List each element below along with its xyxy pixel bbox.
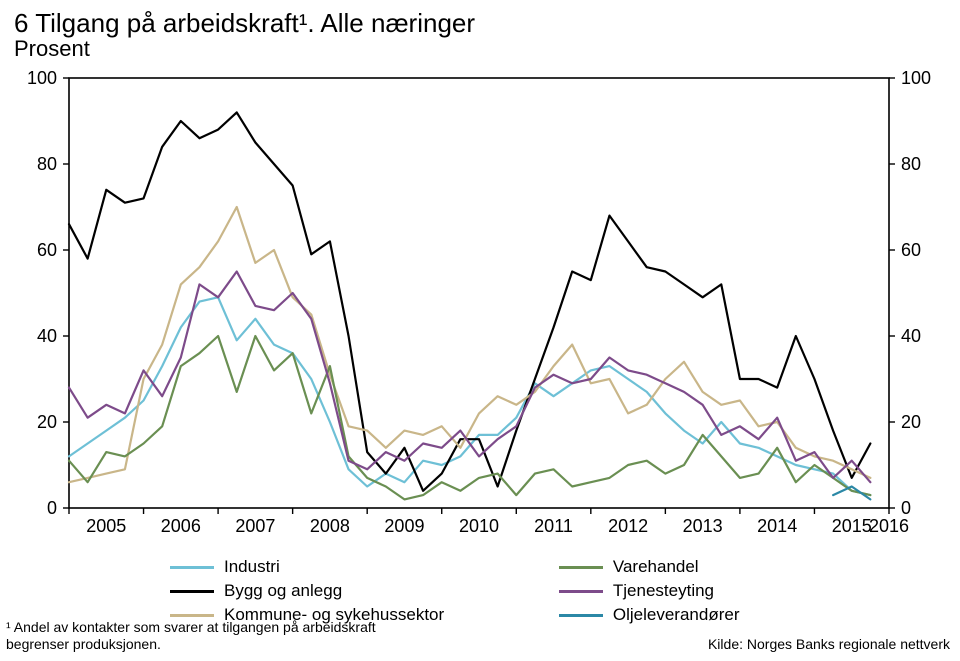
svg-text:2008: 2008 <box>310 516 350 536</box>
legend-label: Tjenesteyting <box>613 579 714 603</box>
svg-text:40: 40 <box>37 326 57 346</box>
legend-swatch <box>170 590 214 593</box>
footnote-line-2: begrenser produksjonen. <box>6 636 161 652</box>
svg-text:2010: 2010 <box>459 516 499 536</box>
svg-text:2016: 2016 <box>869 516 909 536</box>
svg-text:60: 60 <box>37 240 57 260</box>
legend-swatch <box>559 614 603 617</box>
svg-text:80: 80 <box>901 154 921 174</box>
svg-text:2011: 2011 <box>534 516 573 536</box>
svg-text:100: 100 <box>901 68 931 88</box>
svg-text:100: 100 <box>27 68 57 88</box>
svg-text:2012: 2012 <box>608 516 648 536</box>
legend-label: Oljeleverandører <box>613 603 740 627</box>
line-chart: 0 0 20 20 40 40 60 60 80 80 100 100 2005 2006 2007 2008… <box>14 68 944 538</box>
svg-text:0: 0 <box>901 498 911 518</box>
legend-item: Industri <box>170 555 444 579</box>
legend-item: Bygg og anlegg <box>170 579 444 603</box>
svg-text:2009: 2009 <box>384 516 424 536</box>
legend-swatch <box>559 566 603 569</box>
source: Kilde: Norges Banks regionale nettverk <box>708 636 950 653</box>
svg-text:2013: 2013 <box>683 516 723 536</box>
svg-text:20: 20 <box>901 412 921 432</box>
legend-item: Tjenesteyting <box>559 579 740 603</box>
svg-text:20: 20 <box>37 412 57 432</box>
legend-swatch <box>170 566 214 569</box>
svg-text:2015: 2015 <box>832 516 872 536</box>
title-text: 6 Tilgang på arbeidskraft¹. Alle næringe… <box>14 8 475 38</box>
svg-text:60: 60 <box>901 240 921 260</box>
svg-text:2006: 2006 <box>161 516 201 536</box>
chart-svg: 0 0 20 20 40 40 60 60 80 80 100 100 2005 2006 2007 2008… <box>14 68 944 538</box>
svg-text:2007: 2007 <box>235 516 275 536</box>
svg-text:2005: 2005 <box>86 516 126 536</box>
svg-text:0: 0 <box>47 498 57 518</box>
footnote-line-1: ¹ Andel av kontakter som svarer at tilga… <box>6 619 376 635</box>
page-title: 6 Tilgang på arbeidskraft¹. Alle næringe… <box>14 8 946 38</box>
legend-swatch <box>559 590 603 593</box>
legend: IndustriBygg og anleggKommune- og sykehu… <box>170 555 850 627</box>
legend-column-2: VarehandelTjenesteytingOljeleverandører <box>559 555 740 627</box>
svg-text:2014: 2014 <box>757 516 797 536</box>
legend-column-1: IndustriBygg og anleggKommune- og sykehu… <box>170 555 444 627</box>
svg-text:80: 80 <box>37 154 57 174</box>
subtitle-text: Prosent <box>14 36 90 61</box>
legend-swatch <box>170 614 214 617</box>
footnote: ¹ Andel av kontakter som svarer at tilga… <box>6 619 376 653</box>
legend-item: Varehandel <box>559 555 740 579</box>
legend-label: Varehandel <box>613 555 699 579</box>
legend-item: Oljeleverandører <box>559 603 740 627</box>
source-text: Kilde: Norges Banks regionale nettverk <box>708 636 950 652</box>
legend-label: Industri <box>224 555 280 579</box>
subtitle: Prosent <box>14 36 946 62</box>
legend-label: Bygg og anlegg <box>224 579 342 603</box>
svg-text:40: 40 <box>901 326 921 346</box>
